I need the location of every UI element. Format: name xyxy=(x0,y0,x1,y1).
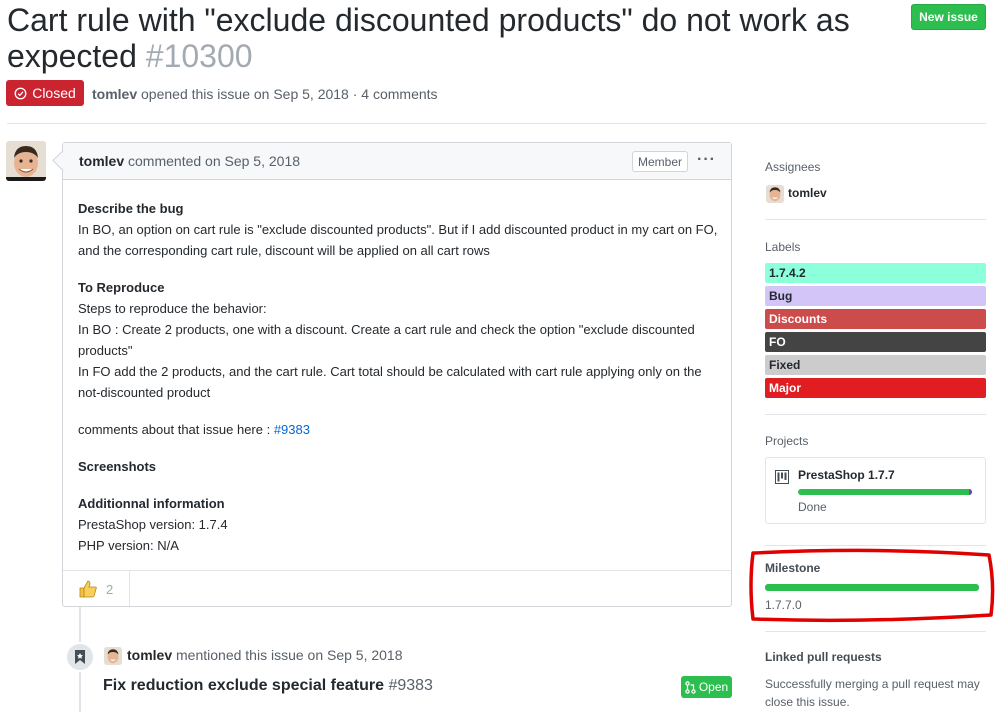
reaction-divider xyxy=(129,571,130,606)
pr-open-label: Open xyxy=(698,680,729,694)
heading-additional-info: Additionnal information xyxy=(78,496,225,511)
linked-prs-text: Successfully merging a pull request may … xyxy=(765,677,980,709)
assignee-avatar[interactable] xyxy=(766,185,784,203)
avatar-face-icon xyxy=(6,141,46,181)
paragraph-repro-steps: Steps to reproduce the behavior: xyxy=(78,301,267,316)
red-highlight-annotation xyxy=(749,548,995,623)
assignees-heading[interactable]: Assignees xyxy=(765,160,821,174)
milestone-heading[interactable]: Milestone xyxy=(765,561,821,575)
sidebar-divider xyxy=(765,631,986,632)
mention-text: mentioned this issue on Sep 5, 2018 xyxy=(176,647,403,663)
sidebar-divider xyxy=(765,545,986,546)
issue-reference-link[interactable]: #9383 xyxy=(273,422,310,437)
heading-screenshots: Screenshots xyxy=(78,459,157,474)
comment-meta: tomlev commented on Sep 5, 2018 xyxy=(79,153,300,169)
paragraph-repro-bo: In BO : Create 2 products, one with a di… xyxy=(78,322,695,358)
sidebar-divider xyxy=(765,219,986,220)
projects-heading[interactable]: Projects xyxy=(765,434,809,448)
pr-open-badge: Open xyxy=(681,676,732,698)
linked-prs-heading: Linked pull requests xyxy=(765,650,882,664)
issue-number: #10300 xyxy=(145,38,253,74)
label-fo[interactable]: FO xyxy=(765,332,986,352)
project-progress-bar xyxy=(798,489,973,495)
assignee-name[interactable]: tomlev xyxy=(788,186,827,200)
heading-to-reproduce: To Reproduce xyxy=(78,280,165,295)
issue-state-label: Closed xyxy=(32,85,76,101)
issue-title-text: Cart rule with "exclude discounted produ… xyxy=(7,2,850,74)
comment-header xyxy=(63,143,731,180)
thumbs-up-reaction[interactable] xyxy=(78,579,98,604)
comment-more-button[interactable]: ··· xyxy=(697,151,716,168)
member-badge: Member xyxy=(632,151,688,172)
issue-state-badge: Closed xyxy=(6,80,84,106)
mention-author-link[interactable]: tomlev xyxy=(127,647,173,663)
label-major[interactable]: Major xyxy=(765,378,986,398)
paragraph-version: PrestaShop version: 1.7.4 xyxy=(78,517,228,532)
issue-opened-text: opened this issue on Sep 5, 2018 · 4 com… xyxy=(141,86,438,102)
linked-pr-number: #9383 xyxy=(388,677,433,694)
issue-title: Cart rule with "exclude discounted produ… xyxy=(7,2,887,74)
heading-describe-bug: Describe the bug xyxy=(78,201,184,216)
project-progress-tail xyxy=(969,489,973,495)
reactions-bar xyxy=(63,570,731,606)
milestone-progress-bar xyxy=(765,584,979,591)
project-card[interactable] xyxy=(765,457,986,524)
paragraph-describe-bug: In BO, an option on cart rule is "exclud… xyxy=(78,222,718,258)
project-board-icon xyxy=(775,470,789,484)
sidebar-divider xyxy=(765,414,986,415)
comment-author-link[interactable]: tomlev xyxy=(79,153,125,169)
comments-prefix: comments about that issue here : xyxy=(78,422,274,437)
label-1742[interactable]: 1.7.4.2 xyxy=(765,263,986,283)
project-name[interactable]: PrestaShop 1.7.7 xyxy=(798,468,895,482)
milestone-name[interactable]: 1.7.7.0 xyxy=(765,598,802,612)
label-fixed[interactable]: Fixed xyxy=(765,355,986,375)
issue-closed-icon xyxy=(14,87,27,99)
issue-meta: tomlev opened this issue on Sep 5, 2018 … xyxy=(92,86,438,102)
bookmark-icon xyxy=(65,642,95,672)
label-bug[interactable]: Bug xyxy=(765,286,986,306)
linked-pr-title-text[interactable]: Fix reduction exclude special feature xyxy=(103,677,384,694)
project-status: Done xyxy=(798,500,827,514)
comment-box xyxy=(62,142,732,607)
reaction-count: 2 xyxy=(106,582,114,597)
mention-author-avatar[interactable] xyxy=(104,647,122,665)
paragraph-comments: comments about that issue here : #9383 xyxy=(78,419,723,440)
pull-request-icon xyxy=(685,680,696,694)
linked-pr-title[interactable]: Fix reduction exclude special feature #9… xyxy=(103,677,433,695)
comment-date-link[interactable]: commented on Sep 5, 2018 xyxy=(128,153,301,169)
thumbs-up-icon xyxy=(79,580,97,598)
label-discounts[interactable]: Discounts xyxy=(765,309,986,329)
new-issue-button[interactable]: New issue xyxy=(911,4,986,30)
labels-heading[interactable]: Labels xyxy=(765,240,801,254)
mention-event-meta: tomlev mentioned this issue on Sep 5, 20… xyxy=(127,647,403,663)
header-divider xyxy=(7,123,986,124)
comment-author-avatar[interactable] xyxy=(6,141,46,181)
issue-author-link[interactable]: tomlev xyxy=(92,86,138,102)
paragraph-repro-fo: In FO add the 2 products, and the cart r… xyxy=(78,364,702,400)
paragraph-php: PHP version: N/A xyxy=(78,538,179,553)
